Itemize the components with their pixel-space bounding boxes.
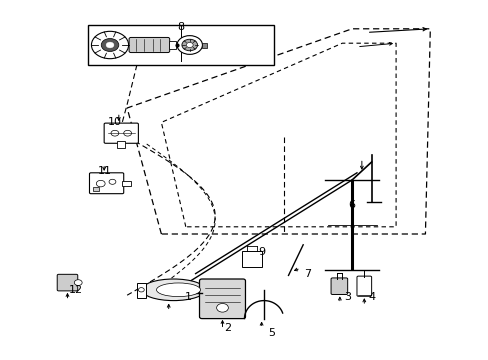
- Bar: [137, 283, 145, 298]
- Text: 2: 2: [224, 323, 230, 333]
- Circle shape: [177, 36, 202, 54]
- Bar: [168, 41, 175, 49]
- FancyBboxPatch shape: [89, 173, 123, 194]
- Text: 11: 11: [98, 166, 112, 176]
- Text: 4: 4: [367, 292, 374, 302]
- FancyBboxPatch shape: [330, 278, 347, 294]
- Circle shape: [123, 130, 131, 136]
- FancyBboxPatch shape: [242, 251, 261, 267]
- Text: 10: 10: [108, 117, 122, 127]
- Ellipse shape: [142, 279, 205, 301]
- Circle shape: [182, 39, 197, 51]
- Circle shape: [101, 39, 119, 51]
- Circle shape: [138, 288, 144, 292]
- FancyBboxPatch shape: [199, 279, 245, 319]
- Bar: [88, 25, 273, 65]
- Bar: [117, 141, 125, 148]
- Circle shape: [91, 31, 128, 59]
- Bar: [122, 181, 131, 186]
- Circle shape: [186, 42, 193, 48]
- Circle shape: [111, 130, 119, 136]
- FancyBboxPatch shape: [57, 274, 78, 291]
- FancyBboxPatch shape: [356, 276, 371, 296]
- Text: 8: 8: [177, 22, 184, 32]
- Circle shape: [216, 303, 228, 312]
- Ellipse shape: [156, 283, 200, 297]
- Text: 1: 1: [184, 292, 191, 302]
- FancyBboxPatch shape: [129, 37, 169, 53]
- Text: 3: 3: [343, 292, 350, 302]
- Bar: [202, 43, 206, 48]
- Text: 5: 5: [267, 328, 274, 338]
- Text: 6: 6: [348, 200, 355, 210]
- Text: 9: 9: [258, 247, 264, 257]
- Circle shape: [96, 180, 105, 187]
- Bar: [93, 187, 99, 191]
- Text: 7: 7: [304, 269, 311, 279]
- Circle shape: [106, 42, 114, 48]
- Circle shape: [109, 179, 116, 184]
- FancyBboxPatch shape: [104, 123, 138, 143]
- Text: 12: 12: [69, 285, 82, 295]
- Circle shape: [74, 280, 82, 285]
